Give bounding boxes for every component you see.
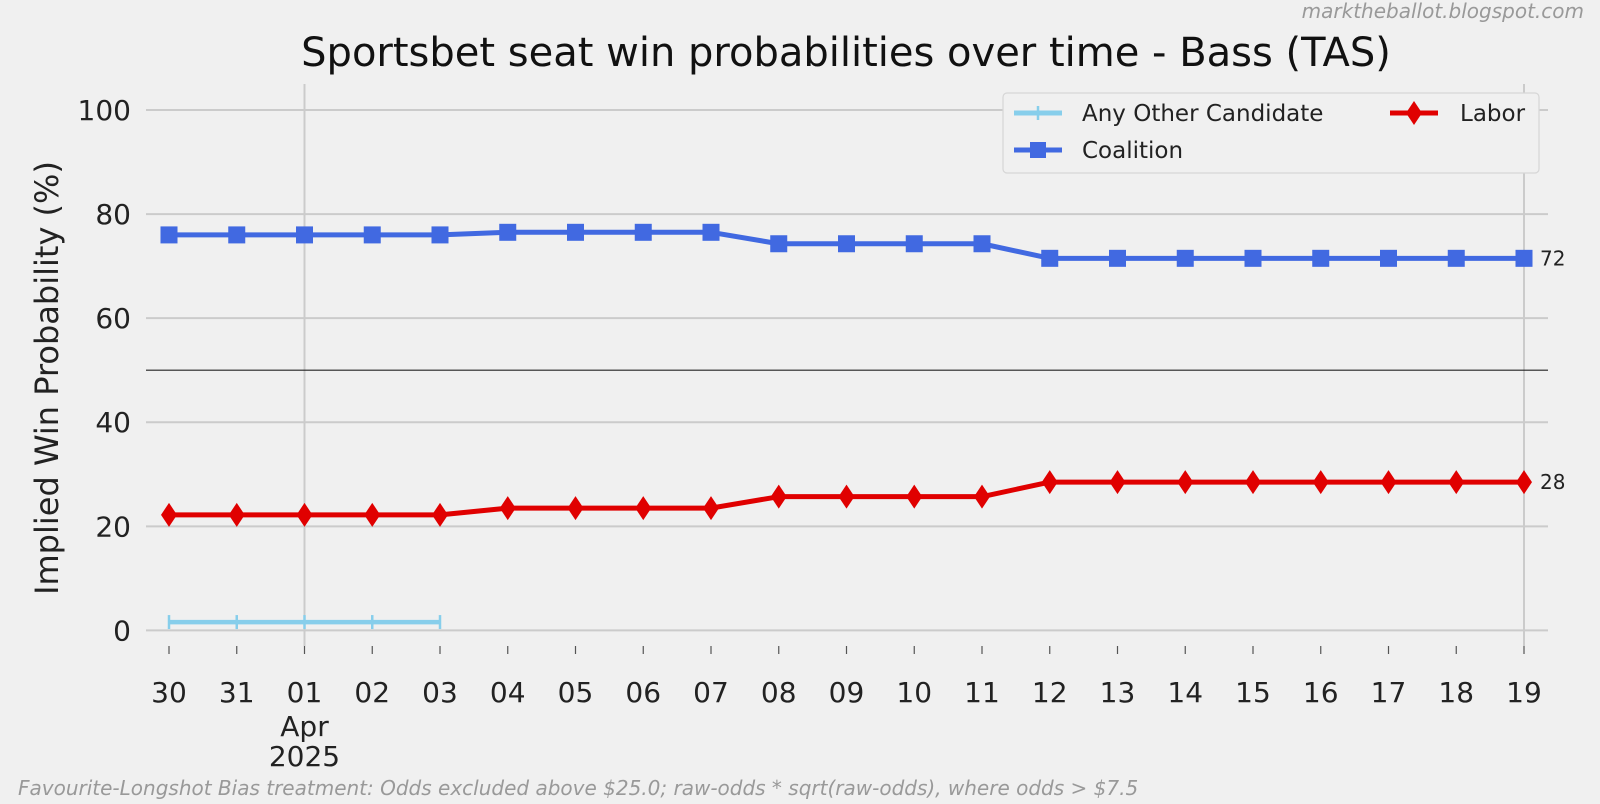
x-tick-label: 13 [1100, 676, 1136, 709]
legend-label-coalition: Coalition [1082, 138, 1183, 164]
x-tick-label: 17 [1371, 676, 1407, 709]
y-tick-label: 0 [113, 614, 131, 647]
data-point-coalition [363, 226, 381, 244]
end-label-labor: 28 [1540, 470, 1565, 494]
x-tick-label: 06 [625, 676, 661, 709]
watermark: marktheballot.blogspot.com [1302, 0, 1584, 23]
data-point-coalition [499, 223, 517, 241]
footnote: Favourite-Longshot Bias treatment: Odds … [18, 776, 1138, 800]
x-tick-label: 14 [1167, 676, 1203, 709]
data-point-coalition [567, 223, 584, 241]
legend-item-labor: Labor [1390, 101, 1526, 127]
data-point-coalition [1109, 249, 1126, 267]
axes: 0 20 40 60 80 100 30 31 01 02 03 04 05 06 07 08 09 10 11 12… [78, 94, 1542, 773]
data-point-labor [770, 484, 787, 509]
data-point-labor [1177, 470, 1194, 495]
data-point-labor [1312, 470, 1329, 495]
y-tick-label: 60 [95, 302, 131, 335]
legend-square-marker [1030, 142, 1046, 158]
x-month-label: Apr [280, 710, 329, 743]
data-point-labor [974, 484, 990, 509]
y-axis-label: Implied Win Probability (%) [28, 161, 66, 595]
legend-label-labor: Labor [1460, 101, 1526, 127]
data-point-labor [296, 502, 313, 527]
data-point-labor [703, 496, 719, 521]
x-tick-label: 09 [829, 676, 865, 709]
x-tick-label: 10 [896, 676, 932, 709]
data-point-coalition [973, 235, 991, 253]
x-tick-label: 02 [354, 676, 390, 709]
data-point-coalition [431, 226, 449, 244]
x-tick-label: 30 [151, 676, 187, 709]
data-point-labor [1109, 470, 1126, 495]
series-lines: 72 28 [160, 223, 1565, 630]
chart-title: Sportsbet seat win probabilities over ti… [301, 30, 1391, 76]
data-point-coalition [702, 223, 720, 241]
data-point-labor [364, 502, 381, 527]
data-point-coalition [634, 223, 652, 241]
data-point-coalition [228, 226, 246, 244]
data-point-labor [567, 496, 584, 521]
data-point-coalition [1176, 249, 1194, 267]
data-point-labor [838, 484, 855, 509]
data-point-coalition [296, 226, 313, 244]
legend-item-any-other-candidate: Any Other Candidate [1014, 101, 1323, 127]
x-tick-label: 03 [422, 676, 458, 709]
legend-item-coalition: Coalition [1014, 138, 1183, 164]
end-label-coalition: 72 [1540, 246, 1565, 270]
x-tick-label: 05 [558, 676, 594, 709]
y-tick-label: 80 [95, 198, 131, 231]
x-tick-label: 16 [1303, 676, 1339, 709]
x-tick-label: 07 [693, 676, 729, 709]
data-point-labor [1448, 470, 1465, 495]
data-point-labor [1041, 470, 1058, 495]
x-tick-label: 04 [490, 676, 526, 709]
data-point-labor [1380, 470, 1397, 495]
data-point-labor [161, 502, 177, 527]
data-point-coalition [838, 235, 855, 253]
data-point-labor [432, 502, 448, 527]
data-point-coalition [905, 235, 923, 253]
grid [146, 84, 1548, 646]
data-point-labor [499, 496, 516, 521]
x-tick-label: 12 [1032, 676, 1068, 709]
data-point-coalition [1244, 249, 1262, 267]
data-point-coalition [1515, 249, 1533, 267]
data-point-labor [228, 502, 245, 527]
x-tick-label: 01 [287, 676, 323, 709]
x-tick-label: 31 [219, 676, 255, 709]
data-point-labor [635, 496, 652, 521]
data-point-coalition [1041, 249, 1059, 267]
x-tick-label: 19 [1506, 676, 1542, 709]
data-point-coalition [1312, 249, 1330, 267]
y-tick-label: 40 [95, 406, 131, 439]
legend: Any Other Candidate Coalition Labor [1002, 92, 1540, 174]
y-tick-label: 100 [78, 94, 131, 127]
data-point-labor [1516, 470, 1532, 495]
y-tick-label: 20 [95, 510, 131, 543]
x-tick-label: 11 [964, 676, 1000, 709]
x-tick-label: 18 [1438, 676, 1474, 709]
legend-diamond-marker [1406, 101, 1422, 125]
x-year-label: 2025 [269, 740, 340, 773]
data-point-coalition [160, 226, 178, 244]
data-point-labor [906, 484, 923, 509]
x-tick-label: 15 [1235, 676, 1271, 709]
x-tick-label: 08 [761, 676, 797, 709]
legend-label-any-other: Any Other Candidate [1082, 101, 1323, 127]
data-point-coalition [1380, 249, 1397, 267]
data-point-coalition [1447, 249, 1465, 267]
data-point-labor [1245, 470, 1261, 495]
data-point-coalition [770, 235, 788, 253]
